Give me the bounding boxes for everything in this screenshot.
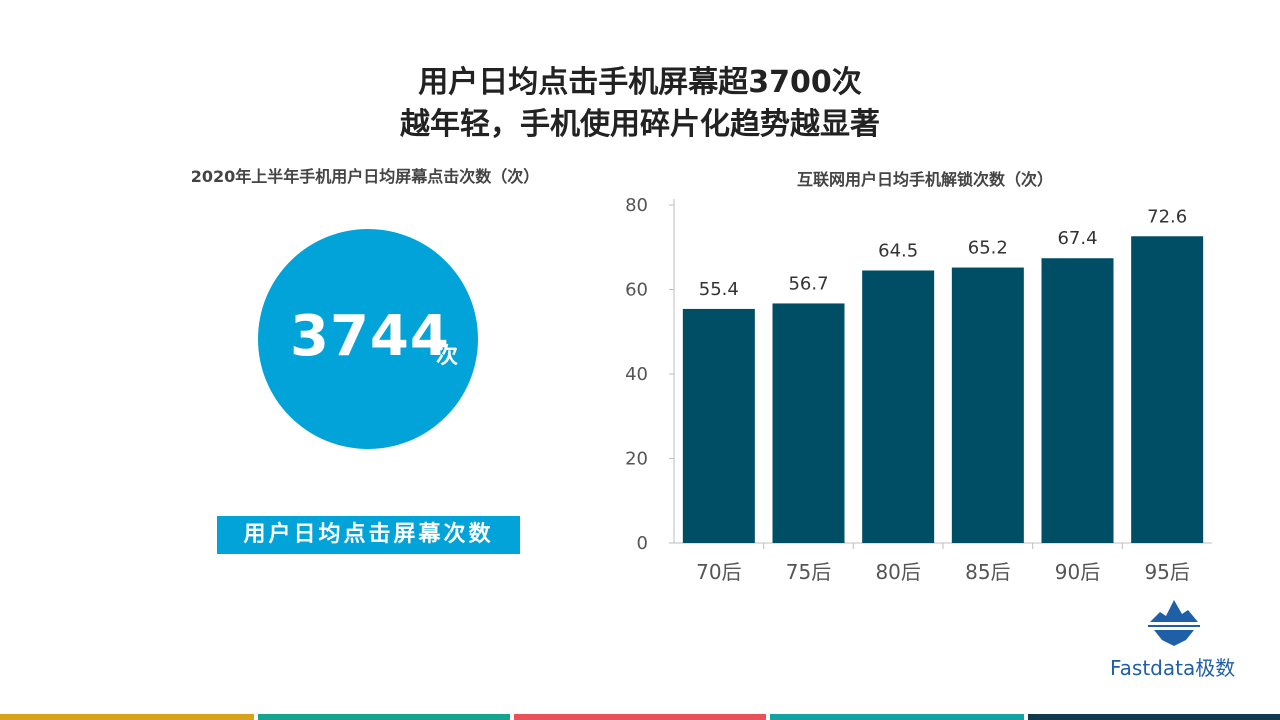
x-tick-label: 85后 — [965, 560, 1010, 584]
x-tick-label: 90后 — [1055, 560, 1100, 584]
data-label: 56.7 — [788, 273, 828, 294]
iceberg-logo-icon — [1148, 600, 1200, 646]
bar-70后 — [682, 308, 755, 543]
page-title-line1: 用户日均点击手机屏幕超3700次 — [418, 65, 862, 100]
y-tick-label: 0 — [637, 533, 648, 554]
bar-85后 — [951, 267, 1024, 543]
data-label: 55.4 — [699, 279, 739, 300]
stat-label-box: 用户日均点击屏幕次数 — [217, 516, 520, 554]
data-label: 67.4 — [1057, 228, 1097, 249]
stat-circle — [258, 229, 478, 449]
y-tick-label: 80 — [625, 195, 648, 216]
bar-chart: 0 20 40 60 80 55.4 70后 56.7 75后 64.5 80后 65.2 85后 67.… — [625, 195, 1212, 584]
stat-number: 3744 — [290, 304, 450, 369]
chart-title: 互联网用户日均手机解锁次数（次） — [796, 170, 1053, 189]
bottom-stripe-2 — [258, 714, 510, 720]
x-tick-label: 80后 — [875, 560, 920, 584]
bottom-stripe-1 — [0, 714, 254, 720]
bar-90后 — [1041, 258, 1114, 543]
x-tick-label: 95后 — [1144, 560, 1189, 584]
bottom-stripe-3 — [514, 714, 766, 720]
y-tick-label: 40 — [625, 364, 648, 385]
x-tick-label: 75后 — [786, 560, 831, 584]
bottom-stripe-4 — [770, 714, 1024, 720]
bar-80后 — [862, 270, 935, 543]
bar-75后 — [772, 303, 845, 543]
y-tick-label: 60 — [625, 280, 648, 301]
y-tick-label: 20 — [625, 449, 648, 470]
brand-logo-text: Fastdata极数 — [1110, 656, 1236, 680]
page-title-line2: 越年轻，手机使用碎片化趋势越显著 — [400, 107, 880, 142]
data-label: 64.5 — [878, 240, 918, 261]
bar-95后 — [1131, 236, 1204, 543]
stat-unit: 次 — [436, 344, 459, 369]
data-label: 72.6 — [1147, 206, 1187, 227]
bottom-stripe-5 — [1028, 714, 1280, 720]
x-tick-label: 70后 — [696, 560, 741, 584]
data-label: 65.2 — [968, 238, 1008, 259]
left-panel-subtitle: 2020年上半年手机用户日均屏幕点击次数（次） — [190, 167, 540, 186]
